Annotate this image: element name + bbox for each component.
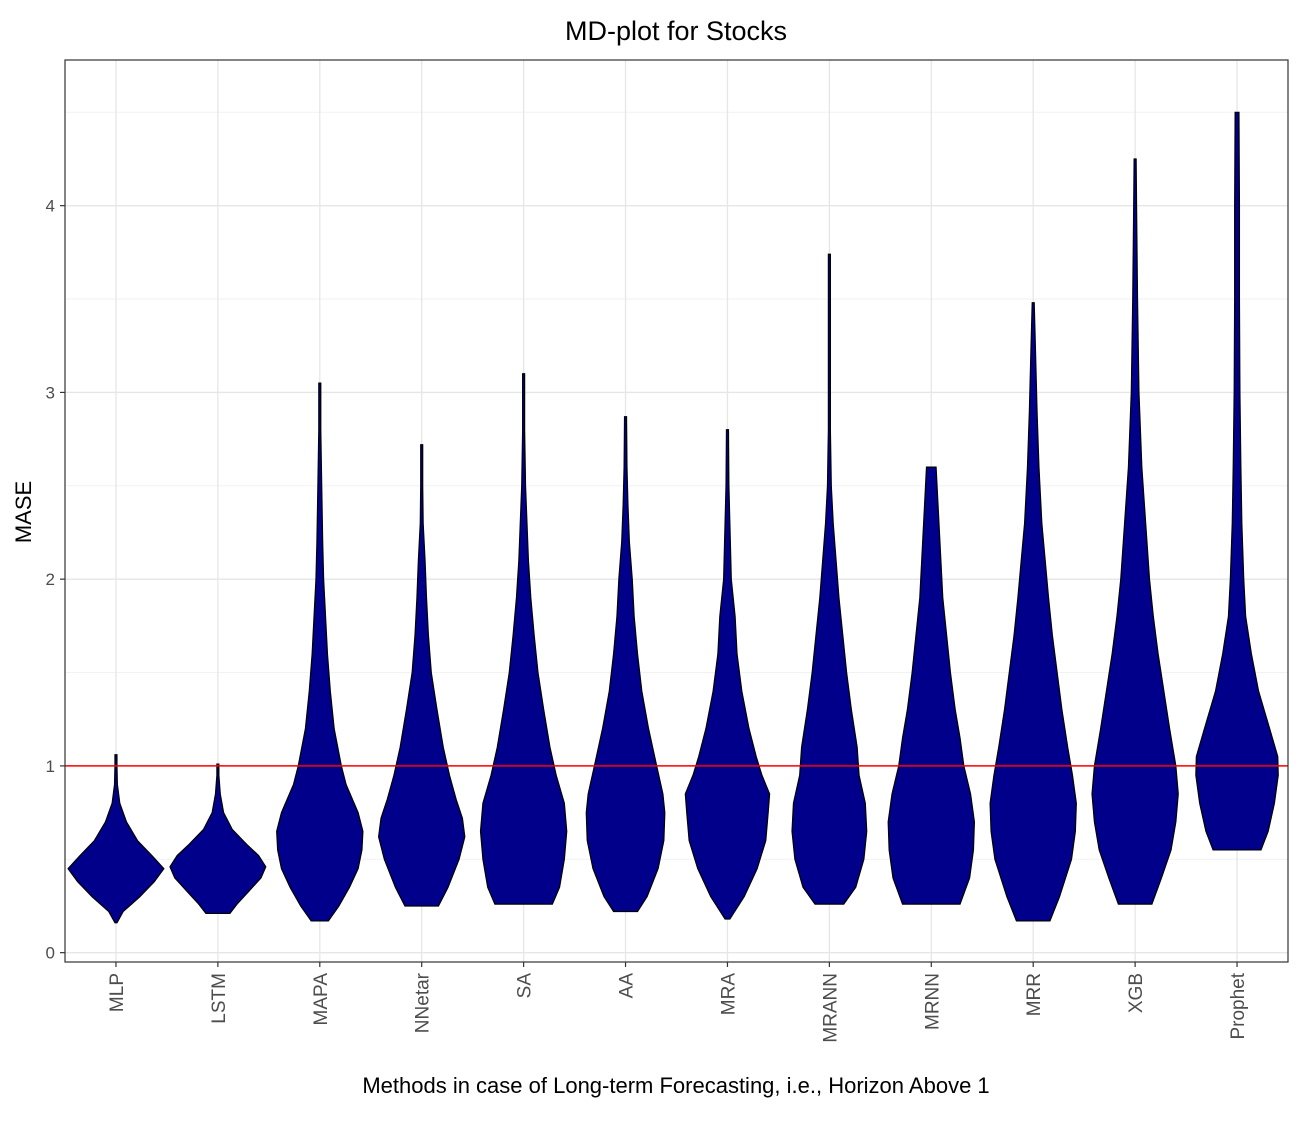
violin-series <box>67 111 1279 924</box>
y-tick-label: 0 <box>46 944 55 963</box>
violin-nnetar <box>377 444 466 907</box>
x-tick-label-sa: SA <box>515 973 536 999</box>
violin-aa <box>585 416 666 913</box>
violin-xgb <box>1091 158 1179 905</box>
x-tick-label-mrann: MRANN <box>820 973 841 1043</box>
x-tick-label-mrnn: MRNN <box>922 973 943 1030</box>
x-tick-label-aa: AA <box>617 973 638 999</box>
violin-mra <box>684 429 771 920</box>
x-tick-label-mlp: MLP <box>107 973 128 1012</box>
x-tick-label-mra: MRA <box>718 973 739 1016</box>
x-tick-label-xgb: XGB <box>1126 973 1147 1013</box>
y-tick-label: 3 <box>46 383 55 402</box>
x-axis-title: Methods in case of Long-term Forecasting… <box>362 1073 989 1098</box>
violin-mrnn <box>887 466 976 905</box>
violin-mapa <box>276 382 364 922</box>
violin-sa <box>479 373 568 905</box>
x-tick-label-mrr: MRR <box>1024 973 1045 1016</box>
x-tick-label-prophet: Prophet <box>1228 972 1249 1039</box>
violin-mrr <box>989 302 1077 922</box>
violin-lstm <box>169 763 267 915</box>
x-tick-label-nnetar: NNetar <box>413 972 434 1033</box>
y-axis-ticks: 0 1 2 3 4 <box>46 197 65 963</box>
violin-mrann <box>791 253 868 905</box>
y-tick-label: 2 <box>46 570 55 589</box>
y-tick-label: 4 <box>46 197 55 216</box>
x-axis-ticks: MLP LSTM MAPA NNetar SA AA MRA MRANN MRNN MRR XGB P… <box>107 962 1249 1043</box>
x-tick-label-mapa: MAPA <box>311 973 332 1026</box>
chart-title: MD-plot for Stocks <box>565 16 787 46</box>
violin-prophet <box>1195 111 1279 851</box>
violin-mlp <box>67 754 165 924</box>
panel-border <box>64 59 1289 963</box>
y-tick-label: 1 <box>46 757 55 776</box>
grid-minor-lines <box>65 111 1288 860</box>
x-tick-label-lstm: LSTM <box>209 973 230 1024</box>
y-axis-title: MASE <box>11 481 36 543</box>
